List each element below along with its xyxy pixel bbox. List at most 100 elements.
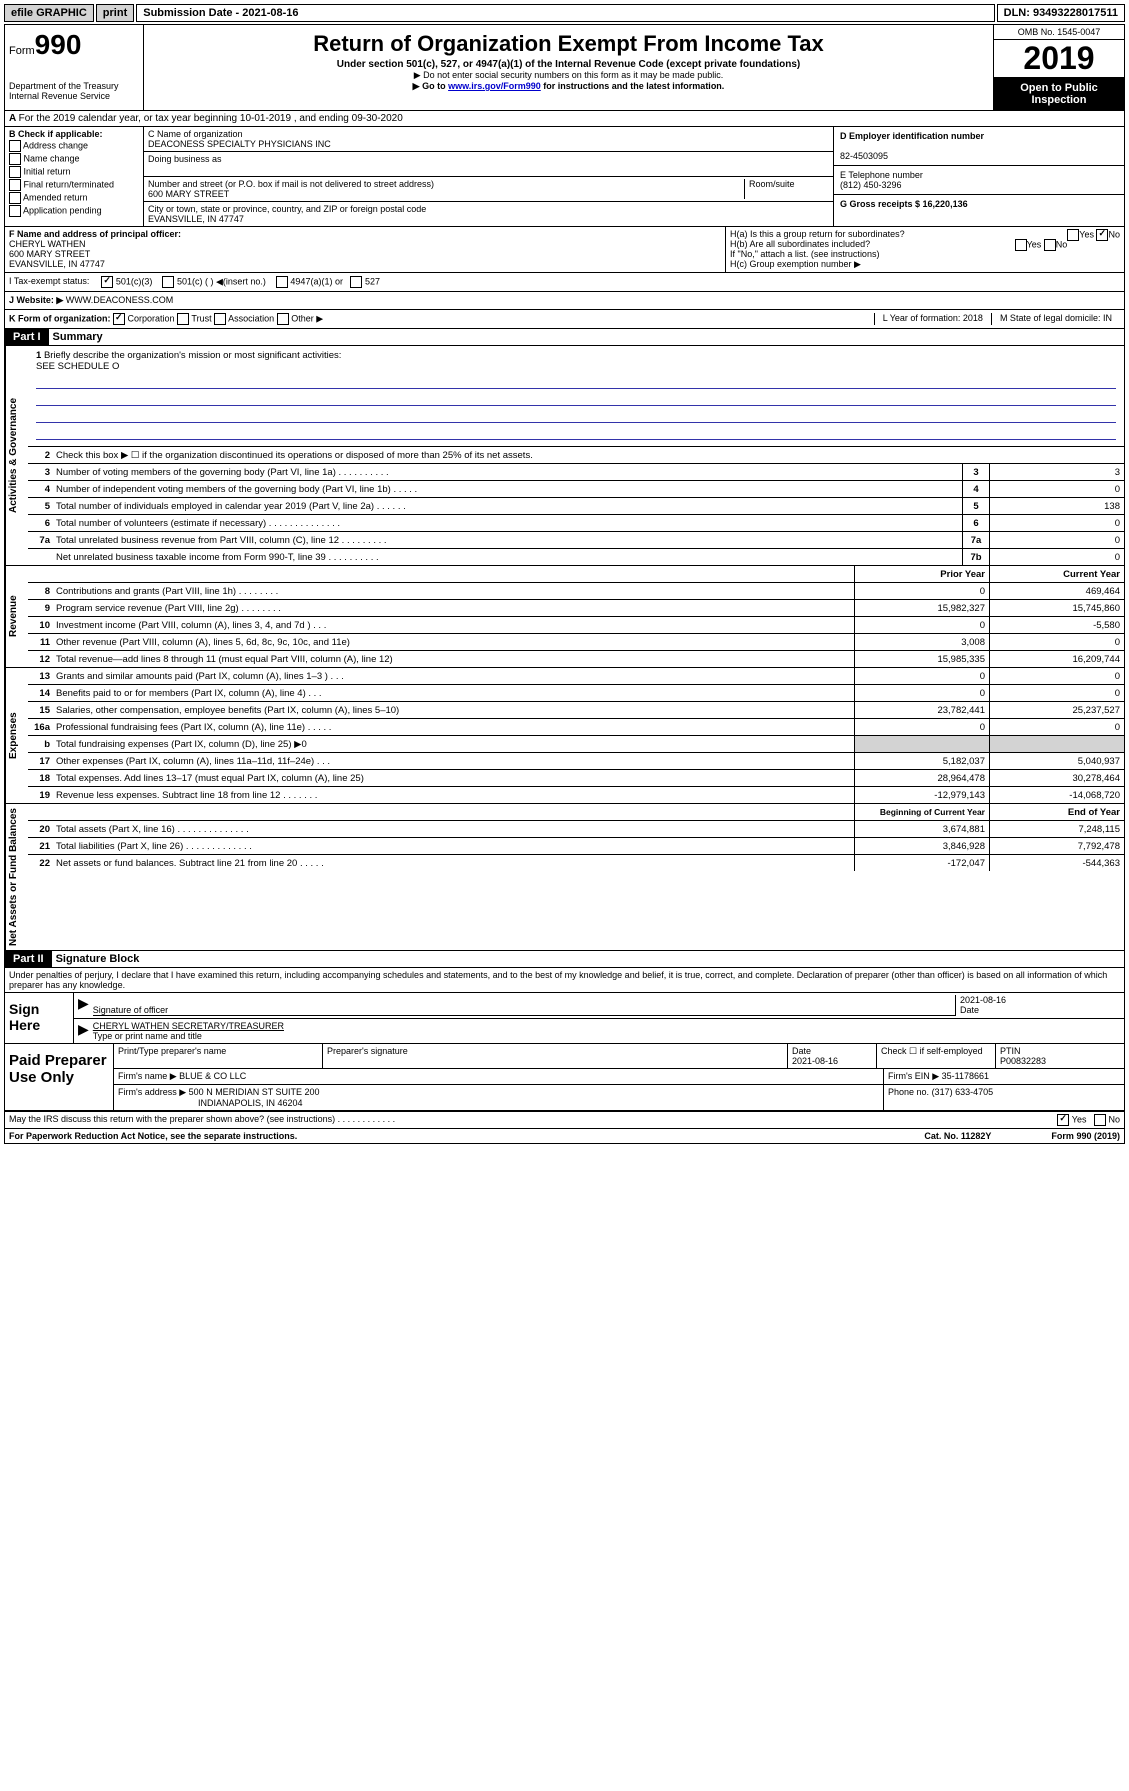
group-exemption: H(c) Group exemption number ▶	[730, 259, 1120, 270]
sign-here-label: Sign Here	[5, 993, 74, 1043]
phone-value: (812) 450-3296	[840, 180, 902, 190]
officer-name-title: CHERYL WATHEN SECRETARY/TREASURER	[93, 1021, 284, 1031]
line2: Check this box ▶ ☐ if the organization d…	[54, 449, 1124, 462]
org-name: DEACONESS SPECIALTY PHYSICIANS INC	[148, 139, 829, 149]
ein-value: 82-4503095	[840, 151, 888, 161]
prep-date: 2021-08-16	[792, 1056, 838, 1066]
firm-name: BLUE & CO LLC	[179, 1071, 246, 1081]
name-title-label: Type or print name and title	[93, 1031, 202, 1041]
firm-addr1: 500 N MERIDIAN ST SUITE 200	[189, 1087, 320, 1097]
dba-label: Doing business as	[148, 154, 829, 164]
prep-sig-hdr: Preparer's signature	[323, 1044, 788, 1068]
website-value: WWW.DEACONESS.COM	[66, 295, 174, 306]
line22: Net assets or fund balances. Subtract li…	[54, 857, 854, 870]
subs-included-q: H(b) Are all subordinates included? Yes …	[730, 239, 1120, 249]
mission-text: SEE SCHEDULE O	[36, 361, 119, 372]
line11: Other revenue (Part VIII, column (A), li…	[54, 636, 854, 649]
firm-addr2: INDIANAPOLIS, IN 46204	[198, 1098, 303, 1108]
line15: Salaries, other compensation, employee b…	[54, 704, 854, 717]
group-return-q: H(a) Is this a group return for subordin…	[730, 229, 1120, 239]
prior-year-hdr: Prior Year	[854, 566, 989, 582]
firm-phone: (317) 633-4705	[932, 1087, 994, 1097]
submission-date: Submission Date - 2021-08-16	[136, 4, 994, 22]
line17: Other expenses (Part IX, column (A), lin…	[54, 755, 854, 768]
line3: Number of voting members of the governin…	[54, 466, 962, 479]
open-to-public: Open to Public Inspection	[994, 78, 1124, 110]
gov-label: Activities & Governance	[5, 346, 28, 565]
line10: Investment income (Part VIII, column (A)…	[54, 619, 854, 632]
line13: Grants and similar amounts paid (Part IX…	[54, 670, 854, 683]
discuss-q: May the IRS discuss this return with the…	[9, 1114, 395, 1126]
tax-year: 2019	[994, 40, 1124, 78]
print-button[interactable]: print	[96, 4, 134, 22]
city-label: City or town, state or province, country…	[148, 204, 829, 214]
officer-name: CHERYL WATHEN	[9, 239, 86, 249]
line6: Total number of volunteers (estimate if …	[54, 517, 962, 530]
irs-label: Internal Revenue Service	[9, 91, 139, 101]
part2-title: Signature Block	[52, 951, 144, 967]
line7b: Net unrelated business taxable income fr…	[54, 551, 962, 564]
firm-ein-label: Firm's EIN ▶	[888, 1071, 939, 1081]
form-note-2: ▶ Go to www.irs.gov/Form990 for instruct…	[148, 81, 989, 92]
cat-no: Cat. No. 11282Y	[924, 1131, 991, 1141]
line18: Total expenses. Add lines 13–17 (must eq…	[54, 772, 854, 785]
officer-street: 600 MARY STREET	[9, 249, 90, 259]
line8: Contributions and grants (Part VIII, lin…	[54, 585, 854, 598]
line16b: Total fundraising expenses (Part IX, col…	[54, 738, 854, 751]
efile-button[interactable]: efile GRAPHIC	[4, 4, 94, 22]
line5: Total number of individuals employed in …	[54, 500, 962, 513]
year-formation: L Year of formation: 2018	[874, 313, 991, 325]
form-header: Form990 Department of the Treasury Inter…	[4, 24, 1125, 111]
ein-label: D Employer identification number	[840, 131, 984, 141]
form-title: Return of Organization Exempt From Incom…	[148, 31, 989, 57]
form990-link[interactable]: www.irs.gov/Form990	[448, 81, 541, 91]
line9: Program service revenue (Part VIII, line…	[54, 602, 854, 615]
line14: Benefits paid to or for members (Part IX…	[54, 687, 854, 700]
prep-name-hdr: Print/Type preparer's name	[114, 1044, 323, 1068]
part1-header: Part I	[5, 329, 49, 345]
preparer-label: Paid Preparer Use Only	[5, 1044, 114, 1110]
omb-number: OMB No. 1545-0047	[994, 25, 1124, 40]
firm-ein: 35-1178661	[942, 1071, 989, 1081]
line21: Total liabilities (Part X, line 26) . . …	[54, 840, 854, 853]
firm-name-label: Firm's name ▶	[118, 1071, 177, 1081]
org-name-label: C Name of organization	[148, 129, 829, 139]
tax-exempt-label: I Tax-exempt status:	[9, 276, 89, 288]
officer-city: EVANSVILLE, IN 47747	[9, 259, 105, 269]
form-number: Form990	[9, 29, 139, 61]
gross-receipts: G Gross receipts $ 16,220,136	[840, 199, 968, 209]
state-domicile: M State of legal domicile: IN	[991, 313, 1120, 325]
part1-title: Summary	[49, 329, 107, 345]
top-bar: efile GRAPHIC print Submission Date - 20…	[4, 4, 1125, 22]
line12: Total revenue—add lines 8 through 11 (mu…	[54, 653, 854, 666]
dept-label: Department of the Treasury	[9, 81, 139, 91]
curr-year-hdr: Current Year	[989, 566, 1124, 582]
firm-phone-label: Phone no.	[888, 1087, 929, 1097]
self-employed: Check ☐ if self-employed	[877, 1044, 996, 1068]
street-label: Number and street (or P.O. box if mail i…	[148, 179, 434, 189]
ptin-value: P00832283	[1000, 1056, 1046, 1066]
exp-label: Expenses	[5, 668, 28, 803]
date-label: Date	[960, 1005, 979, 1015]
tax-year-row: A For the 2019 calendar year, or tax yea…	[5, 111, 1124, 127]
org-form-label: K Form of organization:	[9, 313, 111, 323]
sig-date: 2021-08-16	[960, 995, 1006, 1005]
website-label: J Website: ▶	[9, 295, 63, 306]
paperwork-notice: For Paperwork Reduction Act Notice, see …	[9, 1131, 297, 1141]
mission-label: Briefly describe the organization's miss…	[44, 350, 342, 361]
perjury-text: Under penalties of perjury, I declare th…	[5, 968, 1124, 993]
line4: Number of independent voting members of …	[54, 483, 962, 496]
rev-label: Revenue	[5, 566, 28, 667]
part2-header: Part II	[5, 951, 52, 967]
dln: DLN: 93493228017511	[997, 4, 1125, 22]
room-suite-label: Room/suite	[744, 179, 829, 199]
line19: Revenue less expenses. Subtract line 18 …	[54, 789, 854, 802]
line20: Total assets (Part X, line 16) . . . . .…	[54, 823, 854, 836]
net-label: Net Assets or Fund Balances	[5, 804, 28, 950]
city: EVANSVILLE, IN 47747	[148, 214, 829, 224]
line7a: Total unrelated business revenue from Pa…	[54, 534, 962, 547]
check-if-applicable: B Check if applicable: Address change Na…	[5, 127, 144, 226]
sig-officer-label: Signature of officer	[93, 1005, 168, 1015]
line16a: Professional fundraising fees (Part IX, …	[54, 721, 854, 734]
officer-label: F Name and address of principal officer:	[9, 229, 181, 239]
